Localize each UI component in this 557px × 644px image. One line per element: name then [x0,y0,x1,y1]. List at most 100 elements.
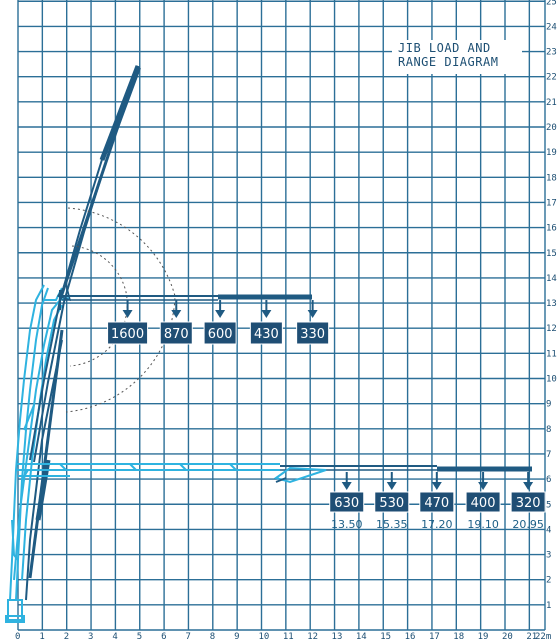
load-value: 400 [471,496,496,511]
load-box [107,321,149,345]
x-tick-label: 17 [429,632,440,640]
x-tick-label: 18 [453,632,464,640]
load-box [296,321,330,345]
load-box [159,321,193,345]
load-box [465,491,501,513]
lower-load-630: 630 13.50 [329,472,365,531]
load-box [249,321,283,345]
load-arrow-head [386,482,397,490]
upper-load-870: 870 [159,300,193,345]
y-tick-label: 18 [546,173,557,183]
x-tick-label: 16 [405,632,416,640]
reach-label: 20.95 [512,518,544,531]
load-value: 330 [300,327,325,342]
x-tick-label: 8 [210,632,215,640]
swing-arc-outer [65,207,176,413]
y-tick-label: 7 [546,450,551,460]
upper-load-600: 600 [203,300,237,345]
y-tick-label: 8 [546,425,551,435]
x-tick-label: 7 [185,632,190,640]
reach-label: 15.35 [376,518,408,531]
title-background [392,40,522,74]
y-tick-label: 2 [546,576,551,586]
load-arrow-head [307,310,318,318]
x-tick-label: 21 [526,632,537,640]
load-arrow-head [523,482,534,490]
lower-load-470: 470 17.20 [419,472,455,531]
lower-load-530: 530 15.35 [374,472,410,531]
load-arrow-head [341,482,352,490]
reach-label: 17.20 [421,518,453,531]
load-value: 320 [516,496,541,511]
title-line-2: RANGE DIAGRAM [398,55,498,69]
x-tick-label: 13 [332,632,343,640]
load-value: 600 [208,327,233,342]
y-tick-label: 16 [546,224,557,234]
upper-loads: 1600 870 600 430 330 [107,300,330,345]
upper-load-330: 330 [296,300,330,345]
x-tick-label: 11 [283,632,294,640]
y-tick-label: 23 [546,48,557,58]
jib-horizontal-lower [273,465,532,484]
load-arrow-head [478,482,489,490]
y-tick-label: 5 [546,500,551,510]
load-arrow-head [171,310,182,318]
crane-drawing [5,65,532,623]
crane-base [5,284,49,623]
title-line-1: JIB LOAD AND [398,41,491,55]
load-value: 1600 [111,327,144,342]
load-box [419,491,455,513]
load-arrow-head [431,482,442,490]
x-tick-label: 6 [161,632,166,640]
jib-lower-segment [28,329,64,579]
load-value: 870 [164,327,189,342]
y-tick-label: 4 [546,525,551,535]
load-box [203,321,237,345]
y-tick-label: 21 [546,98,557,108]
y-tick-label: 13 [546,299,557,309]
y-tick-label: 6 [546,475,551,485]
y-tick-label: 12 [546,324,557,334]
upper-load-1600: 1600 [107,300,149,345]
x-tick-label: 20 [502,632,513,640]
load-value: 430 [254,327,279,342]
x-tick-label: 4 [112,632,117,640]
load-box [374,491,410,513]
x-tick-label: 3 [88,632,93,640]
boom-horizontal-lower [16,463,280,477]
y-tick-label: 22 [546,73,557,83]
x-tick-label: 10 [259,632,270,640]
jib-tip-segment [99,65,141,161]
y-tick-label: 20 [546,123,557,133]
load-box [510,491,546,513]
load-box [329,491,365,513]
lower-loads: 630 13.50 530 15.35 470 17.20 400 19.10 320 20.95 [329,472,546,531]
y-axis-ticks: 1234567891011121314151617181920212223242… [546,0,557,611]
x-tick-label: 5 [137,632,142,640]
load-arrow-head [261,310,272,318]
x-tick-label: 0 [15,632,20,640]
y-tick-label: 25 [546,0,557,7]
y-tick-label: 15 [546,249,557,259]
y-tick-label: 24 [546,22,557,32]
x-tick-label: 2 [64,632,69,640]
load-arrow-head [215,310,226,318]
x-axis-end-label: 22m [535,632,551,640]
y-tick-label: 9 [546,400,551,410]
x-tick-label: 1 [39,632,44,640]
y-tick-label: 10 [546,375,557,385]
reach-label: 13.50 [331,518,363,531]
x-tick-label: 19 [478,632,489,640]
y-tick-label: 14 [546,274,557,284]
y-tick-label: 1 [546,601,551,611]
jib-horizontal-upper [56,282,312,310]
load-value: 530 [379,496,404,511]
load-value: 470 [424,496,449,511]
x-tick-label: 9 [234,632,239,640]
upper-load-430: 430 [249,300,283,345]
y-tick-label: 3 [546,551,551,561]
